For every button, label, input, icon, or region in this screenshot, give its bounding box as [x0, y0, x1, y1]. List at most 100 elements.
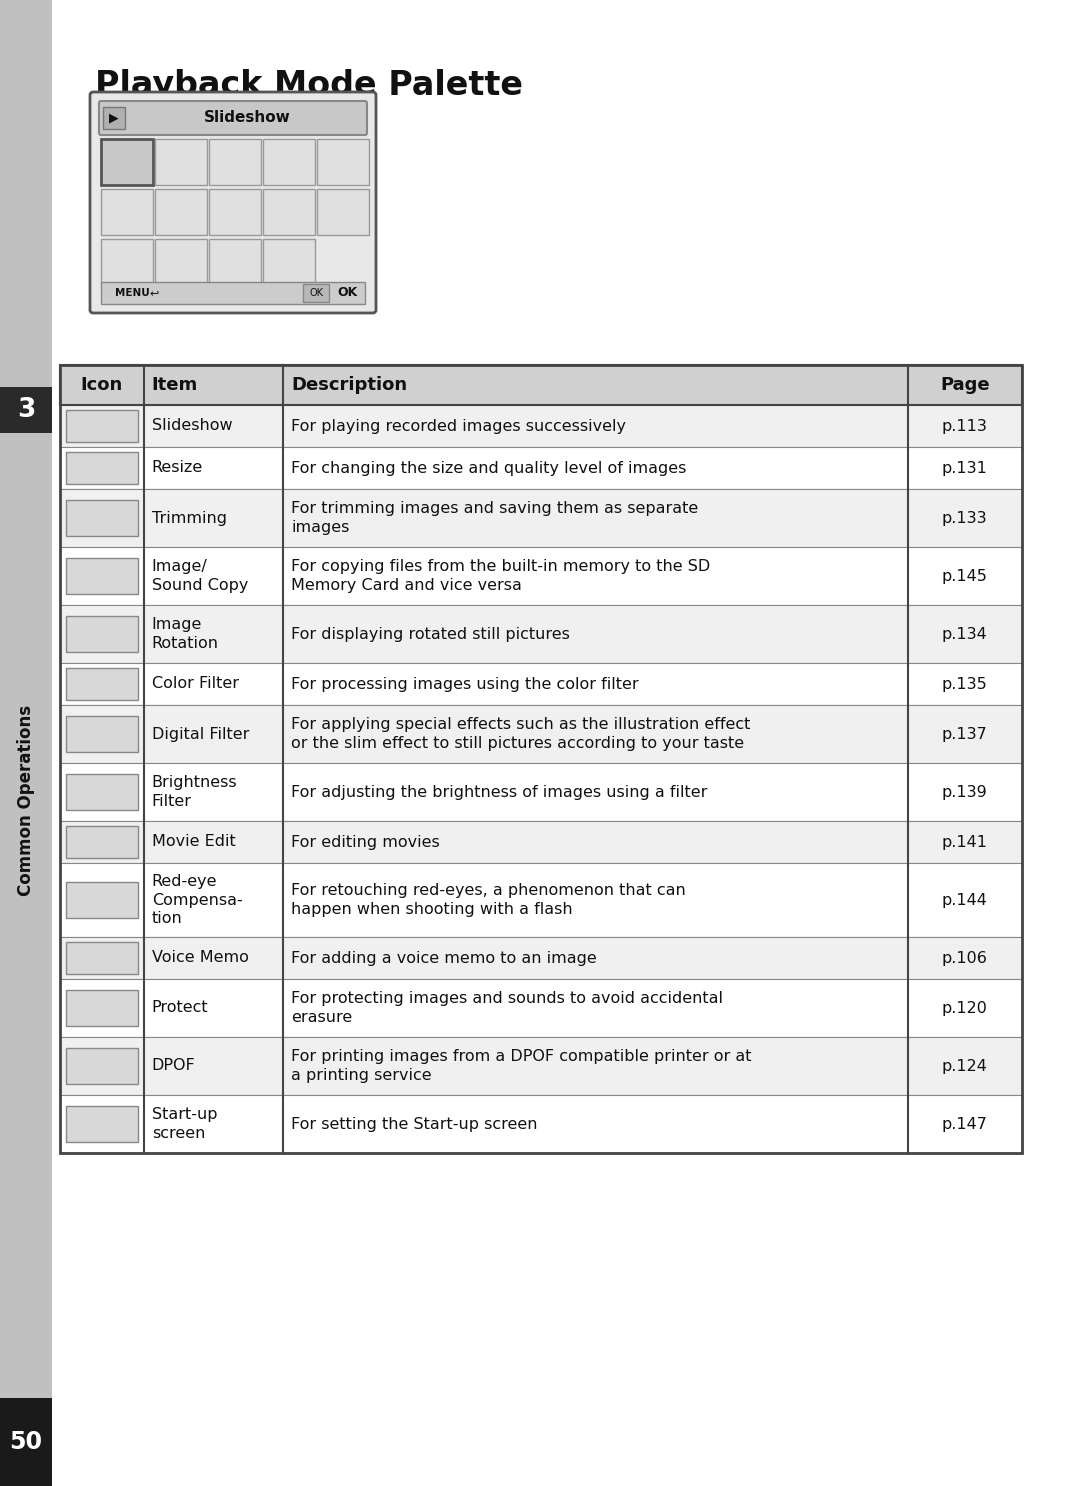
Bar [66, 1048, 137, 1083]
Bar [103, 107, 125, 129]
Bar [264, 239, 315, 285]
Text: p.124: p.124 [942, 1058, 988, 1073]
Text: OK: OK [309, 288, 323, 299]
Text: Page: Page [940, 376, 989, 394]
Text: Digital Filter: Digital Filter [151, 727, 249, 742]
Text: 3: 3 [17, 397, 36, 424]
Bar [60, 820, 1022, 863]
Bar [156, 140, 207, 184]
Text: Common Operations: Common Operations [17, 704, 35, 896]
Bar [0, 1398, 52, 1486]
Bar [210, 239, 261, 285]
Bar [66, 452, 137, 484]
Text: For adjusting the brightness of images using a filter: For adjusting the brightness of images u… [292, 785, 707, 799]
Text: Image
Rotation: Image Rotation [151, 617, 218, 651]
Text: p.113: p.113 [942, 419, 988, 434]
Bar [66, 942, 137, 973]
FancyBboxPatch shape [90, 92, 376, 314]
Bar [66, 826, 137, 857]
Bar [210, 140, 261, 184]
Text: For protecting images and sounds to avoid accidental
erasure: For protecting images and sounds to avoi… [292, 991, 724, 1025]
Text: p.147: p.147 [942, 1116, 988, 1131]
Text: Playback Mode Palette: Playback Mode Palette [95, 70, 523, 103]
Bar [60, 489, 1022, 547]
Text: For copying files from the built-in memory to the SD
Memory Card and vice versa: For copying files from the built-in memo… [292, 559, 711, 593]
Text: ↩: ↩ [149, 288, 159, 299]
Bar [60, 447, 1022, 489]
Bar [102, 140, 153, 184]
Text: Brightness
Filter: Brightness Filter [151, 776, 238, 808]
Text: p.134: p.134 [942, 627, 987, 642]
Bar [0, 0, 52, 1486]
Text: p.145: p.145 [942, 569, 988, 584]
Text: p.135: p.135 [942, 676, 987, 691]
Text: For playing recorded images successively: For playing recorded images successively [292, 419, 626, 434]
Text: DPOF: DPOF [151, 1058, 195, 1073]
Text: Description: Description [292, 376, 407, 394]
Bar [318, 189, 369, 235]
Bar [102, 239, 153, 285]
Text: For printing images from a DPOF compatible printer or at
a printing service: For printing images from a DPOF compatib… [292, 1049, 752, 1083]
Text: p.133: p.133 [942, 511, 987, 526]
Bar [60, 366, 1022, 406]
Bar [60, 938, 1022, 979]
Text: p.120: p.120 [942, 1000, 988, 1015]
Text: p.139: p.139 [942, 785, 987, 799]
Bar [66, 716, 137, 752]
FancyBboxPatch shape [99, 101, 367, 135]
Text: p.141: p.141 [942, 835, 988, 850]
Bar [60, 863, 1022, 938]
Bar [60, 762, 1022, 820]
Bar [318, 140, 369, 184]
Bar [66, 499, 137, 536]
Bar [264, 140, 315, 184]
Bar [303, 284, 329, 302]
Bar [210, 189, 261, 235]
Bar [60, 366, 1022, 1153]
Text: Color Filter: Color Filter [151, 676, 239, 691]
Bar [156, 239, 207, 285]
Bar [66, 410, 137, 441]
Bar [264, 189, 315, 235]
Bar [60, 663, 1022, 704]
Bar [66, 774, 137, 810]
Text: Movie Edit: Movie Edit [151, 835, 235, 850]
Bar [156, 189, 207, 235]
Text: p.144: p.144 [942, 893, 988, 908]
Bar [66, 990, 137, 1025]
Text: For displaying rotated still pictures: For displaying rotated still pictures [292, 627, 570, 642]
Bar [60, 605, 1022, 663]
Bar [60, 1095, 1022, 1153]
Text: Trimming: Trimming [151, 511, 227, 526]
Bar [66, 669, 137, 700]
Text: OK: OK [337, 287, 357, 300]
Bar [60, 1037, 1022, 1095]
Text: p.131: p.131 [942, 461, 988, 476]
Bar [60, 979, 1022, 1037]
Text: Slideshow: Slideshow [151, 419, 232, 434]
Text: For applying special effects such as the illustration effect
or the slim effect : For applying special effects such as the… [292, 718, 751, 750]
Bar [102, 189, 153, 235]
Text: Item: Item [151, 376, 198, 394]
Text: Start-up
screen: Start-up screen [151, 1107, 217, 1141]
Bar [66, 559, 137, 594]
Text: For setting the Start-up screen: For setting the Start-up screen [292, 1116, 538, 1131]
Text: For adding a voice memo to an image: For adding a voice memo to an image [292, 951, 597, 966]
Text: ▶: ▶ [109, 111, 119, 125]
Bar [66, 1106, 137, 1143]
Text: For trimming images and saving them as separate
images: For trimming images and saving them as s… [292, 501, 699, 535]
Text: For editing movies: For editing movies [292, 835, 440, 850]
Text: For retouching red-eyes, a phenomenon that can
happen when shooting with a flash: For retouching red-eyes, a phenomenon th… [292, 883, 686, 917]
Bar [60, 704, 1022, 762]
Text: MENU: MENU [114, 288, 150, 299]
Text: p.106: p.106 [942, 951, 988, 966]
Bar [66, 883, 137, 918]
Text: Slideshow: Slideshow [204, 110, 291, 125]
Bar [66, 617, 137, 652]
Bar [60, 547, 1022, 605]
Text: For changing the size and quality level of images: For changing the size and quality level … [292, 461, 687, 476]
Text: Icon: Icon [81, 376, 123, 394]
Text: p.137: p.137 [942, 727, 987, 742]
Text: Resize: Resize [151, 461, 203, 476]
Bar [0, 386, 52, 432]
